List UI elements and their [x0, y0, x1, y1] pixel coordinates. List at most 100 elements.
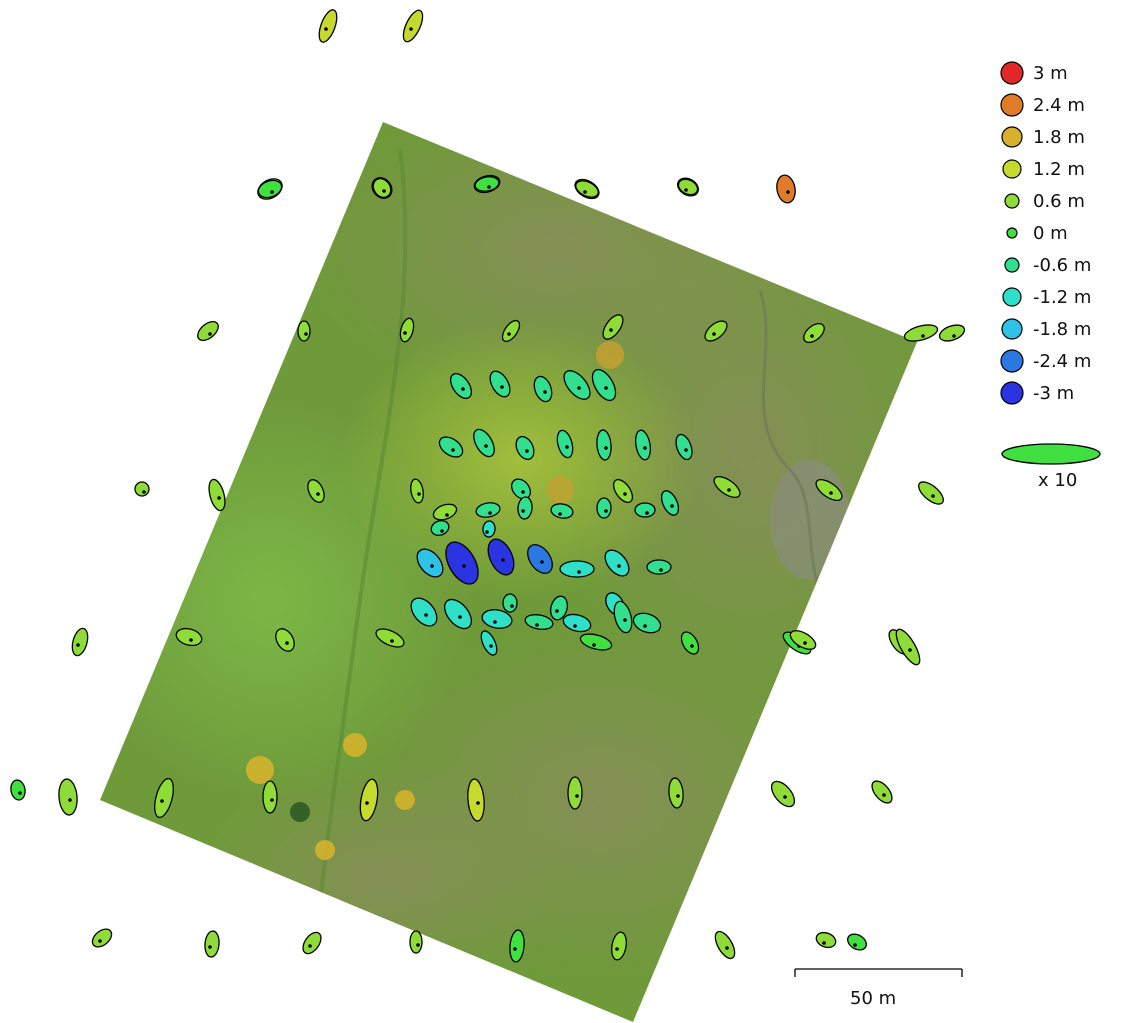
camera-center-dot: [829, 491, 833, 495]
legend-swatch: [1004, 257, 1020, 273]
camera-error-ellipse: [713, 476, 741, 498]
legend-label: 0.6 m: [1033, 191, 1085, 212]
camera-error-ellipse: [660, 490, 680, 516]
camera-center-dot: [853, 943, 857, 947]
camera-center-dot: [555, 609, 559, 613]
camera-error-ellipse: [556, 429, 574, 459]
camera-center-dot: [617, 564, 621, 568]
camera-center-dot: [575, 794, 579, 798]
legend-label: -1.8 m: [1033, 319, 1091, 340]
camera-error-ellipse: [474, 176, 500, 192]
camera-center-dot: [68, 798, 72, 802]
camera-error-ellipse: [596, 497, 612, 519]
camera-error-ellipse: [262, 780, 278, 814]
camera-center-dot: [623, 492, 627, 496]
camera-center-dot: [786, 190, 790, 194]
camera-center-dot: [803, 641, 807, 645]
camera-center-dot: [424, 613, 428, 617]
camera-error-ellipse: [527, 544, 553, 574]
camera-center-dot: [952, 334, 956, 338]
camera-center-dot: [670, 504, 674, 508]
camera-error-ellipse: [489, 370, 511, 398]
camera-error-ellipse: [632, 612, 662, 634]
camera-error-ellipse: [509, 929, 525, 963]
camera-center-dot: [430, 564, 434, 568]
legend-swatch: [1000, 61, 1024, 85]
camera-center-dot: [500, 385, 504, 389]
camera-error-ellipse: [473, 428, 495, 458]
legend-label: -1.2 m: [1033, 287, 1091, 308]
legend-swatch: [1002, 287, 1022, 307]
camera-center-dot: [507, 332, 511, 336]
camera-error-ellipse: [475, 502, 501, 518]
camera-error-ellipse: [776, 174, 796, 204]
camera-error-ellipse: [938, 324, 966, 342]
camera-center-dot: [458, 615, 462, 619]
legend-label: 3 m: [1033, 63, 1068, 84]
camera-error-ellipse: [918, 481, 944, 505]
camera-center-dot: [160, 799, 164, 803]
camera-center-dot: [189, 638, 193, 642]
camera-error-ellipse: [575, 180, 599, 198]
camera-error-ellipse: [480, 630, 498, 656]
camera-center-dot: [208, 945, 212, 949]
camera-error-ellipse: [402, 9, 424, 43]
camera-error-ellipse: [487, 538, 515, 576]
scale-bar: 50 m: [794, 968, 963, 1009]
camera-error-ellipse: [675, 433, 693, 461]
camera-error-ellipse: [71, 627, 89, 657]
camera-error-ellipse: [318, 9, 338, 43]
camera-error-ellipse: [399, 317, 415, 343]
camera-error-ellipse: [410, 597, 438, 627]
legend-swatch: [1002, 159, 1022, 179]
camera-error-ellipse: [871, 780, 893, 804]
camera-error-ellipse: [444, 598, 472, 630]
camera-error-ellipse: [602, 314, 624, 340]
camera-error-ellipse: [410, 478, 424, 504]
camera-center-dot: [573, 624, 577, 628]
legend-label: 2.4 m: [1033, 95, 1085, 116]
camera-center-dot: [659, 568, 663, 572]
camera-error-ellipse: [297, 320, 311, 342]
camera-center-dot: [493, 620, 497, 624]
camera-center-dot: [485, 530, 489, 534]
camera-error-ellipse: [372, 177, 392, 199]
camera-center-dot: [592, 643, 596, 647]
scale-bar-label: 50 m: [850, 988, 896, 1009]
camera-center-dot: [98, 939, 102, 943]
camera-error-ellipse: [677, 178, 699, 196]
camera-error-ellipse: [481, 609, 513, 629]
camera-center-dot: [684, 188, 688, 192]
camera-error-ellipse: [559, 560, 595, 578]
camera-center-dot: [615, 947, 619, 951]
camera-center-dot: [604, 386, 608, 390]
camera-error-ellipse: [847, 933, 867, 951]
camera-center-dot: [409, 27, 413, 31]
scale-ellipse: [1001, 443, 1101, 465]
camera-center-dot: [604, 446, 608, 450]
camera-center-dot: [461, 387, 465, 391]
camera-error-ellipse: [646, 559, 672, 575]
camera-error-ellipse: [10, 779, 26, 801]
camera-error-ellipse: [634, 429, 652, 461]
camera-error-ellipse: [612, 478, 634, 504]
camera-center-dot: [822, 941, 826, 945]
camera-center-dot: [712, 332, 716, 336]
camera-error-ellipse: [604, 549, 630, 577]
camera-error-ellipse: [533, 375, 553, 403]
camera-error-ellipse: [515, 435, 535, 461]
camera-error-ellipse: [613, 600, 633, 634]
camera-error-ellipse: [704, 320, 728, 342]
camera-center-dot: [270, 798, 274, 802]
camera-center-dot: [208, 332, 212, 336]
camera-error-ellipse: [375, 628, 405, 648]
camera-center-dot: [365, 801, 369, 805]
scale-factor-label: x 10: [1038, 470, 1077, 491]
camera-error-ellipse: [359, 778, 379, 822]
camera-center-dot: [525, 449, 529, 453]
camera-error-ellipse: [611, 931, 627, 961]
camera-error-ellipse: [416, 548, 444, 578]
camera-center-dot: [725, 946, 729, 950]
camera-center-dot: [684, 448, 688, 452]
camera-center-dot: [676, 794, 680, 798]
